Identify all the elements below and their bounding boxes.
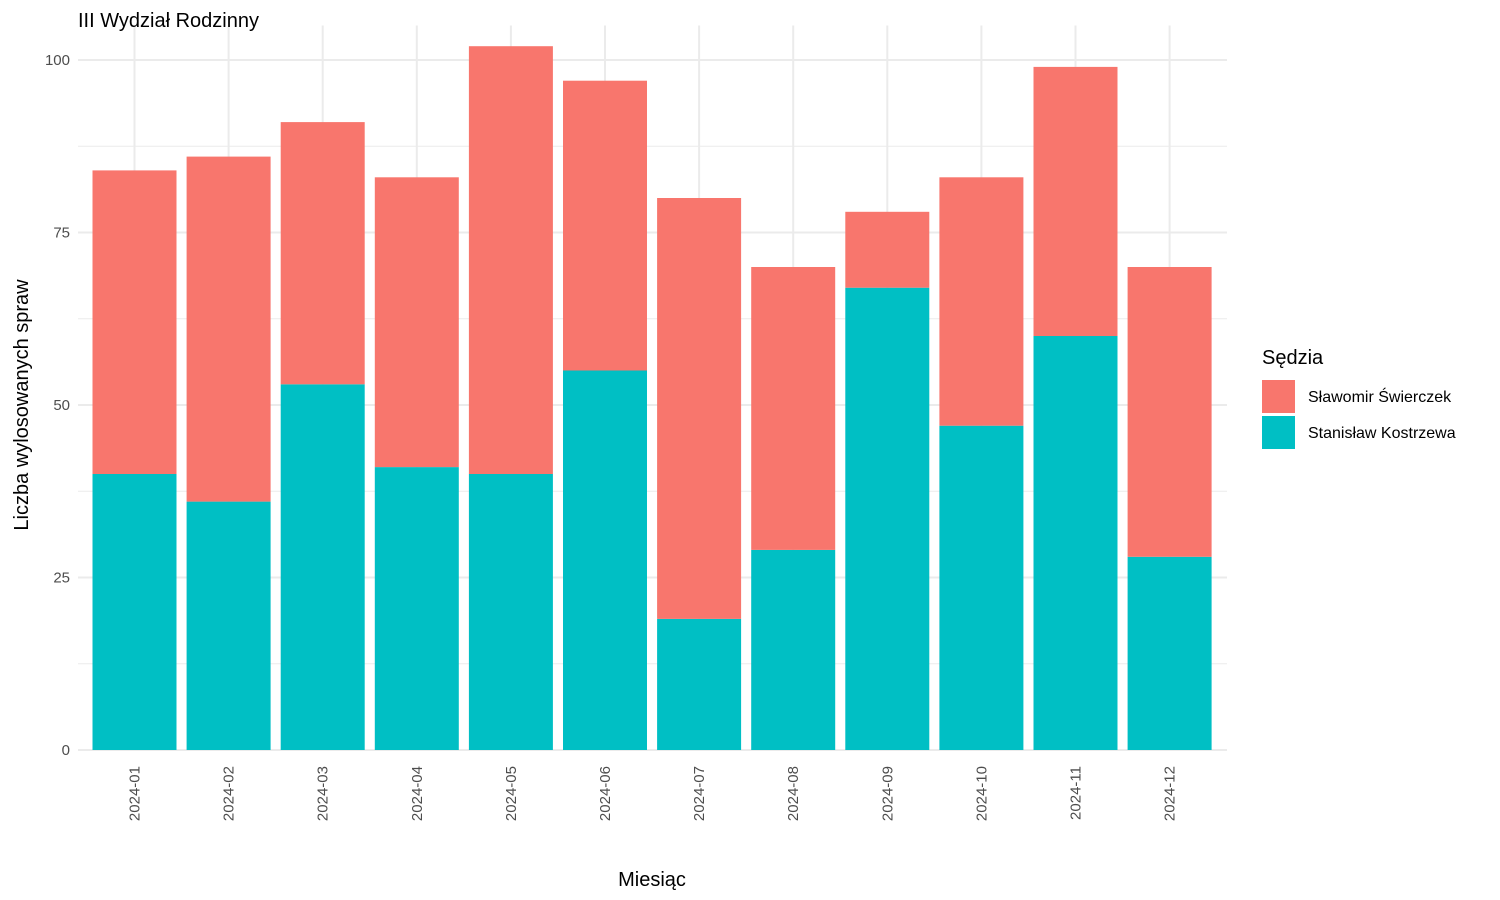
legend-title: Sędzia: [1262, 347, 1324, 369]
bar-s-awomir-s-wierczek-2024-02: [186, 156, 271, 502]
y-tick-label: 100: [45, 52, 70, 69]
bar-s-awomir-s-wierczek-2024-04: [374, 177, 459, 468]
legend: Sędzia Sławomir Świerczek Stanisław Kostr…: [1262, 347, 1456, 449]
chart-title: III Wydział Rodzinny: [78, 10, 259, 32]
bar-s-awomir-s-wierczek-2024-06: [563, 80, 647, 371]
x-tick-label: 2024-11: [1068, 766, 1085, 820]
y-tick-label: 25: [53, 570, 70, 587]
bar-stanis-aw-kostrzewa-2024-06: [563, 370, 647, 750]
bar-s-awomir-s-wierczek-2024-11: [1033, 66, 1118, 337]
legend-label: Sławomir Świerczek: [1308, 387, 1452, 406]
bar-stanis-aw-kostrzewa-2024-02: [186, 501, 271, 750]
bar-s-awomir-s-wierczek-2024-05: [468, 46, 553, 474]
x-tick-label: 2024-03: [315, 766, 332, 821]
bar-stanis-aw-kostrzewa-2024-12: [1127, 556, 1212, 750]
y-tick-label: 0: [62, 742, 70, 759]
x-tick-label: 2024-06: [597, 766, 614, 821]
bar-stanis-aw-kostrzewa-2024-10: [939, 425, 1024, 750]
x-tick-label: 2024-05: [503, 766, 520, 821]
x-tick-label: 2024-04: [409, 766, 426, 821]
bar-s-awomir-s-wierczek-2024-12: [1127, 267, 1212, 557]
y-tick-label: 50: [53, 397, 70, 414]
bar-stanis-aw-kostrzewa-2024-05: [468, 474, 553, 750]
x-tick-label: 2024-07: [691, 766, 708, 821]
y-axis-ticks: 0 25 50 75 100: [45, 52, 70, 759]
bar-stanis-aw-kostrzewa-2024-11: [1033, 336, 1118, 750]
bar-s-awomir-s-wierczek-2024-10: [939, 177, 1024, 426]
bar-s-awomir-s-wierczek-2024-08: [751, 267, 836, 550]
bar-stanis-aw-kostrzewa-2024-03: [280, 384, 365, 750]
y-tick-label: 75: [53, 225, 70, 242]
bar-stanis-aw-kostrzewa-2024-08: [751, 549, 836, 750]
bar-s-awomir-s-wierczek-2024-01: [92, 170, 177, 474]
legend-label: Stanisław Kostrzewa: [1308, 425, 1456, 442]
x-axis-title: Miesiąc: [618, 869, 686, 891]
x-tick-label: 2024-12: [1162, 766, 1179, 821]
x-tick-label: 2024-02: [221, 766, 238, 821]
legend-key: [1262, 416, 1295, 449]
x-tick-label: 2024-10: [973, 766, 990, 821]
bar-s-awomir-s-wierczek-2024-03: [280, 122, 365, 385]
x-tick-label: 2024-08: [785, 766, 802, 821]
bar-s-awomir-s-wierczek-2024-07: [657, 198, 742, 619]
y-axis-title: Liczba wylosowanych spraw: [11, 279, 33, 531]
x-axis-ticks: 2024-01 2024-02 2024-03 2024-04 2024-05 2024-…: [127, 766, 1179, 821]
x-tick-label: 2024-01: [127, 766, 144, 821]
bar-stanis-aw-kostrzewa-2024-09: [845, 287, 930, 750]
x-tick-label: 2024-09: [879, 766, 896, 821]
bar-stanis-aw-kostrzewa-2024-04: [374, 467, 459, 750]
bar-stanis-aw-kostrzewa-2024-07: [657, 618, 742, 750]
bar-stanis-aw-kostrzewa-2024-01: [92, 474, 177, 750]
bar-s-awomir-s-wierczek-2024-09: [845, 211, 930, 288]
legend-key: [1262, 380, 1295, 413]
bars: [92, 46, 1212, 750]
